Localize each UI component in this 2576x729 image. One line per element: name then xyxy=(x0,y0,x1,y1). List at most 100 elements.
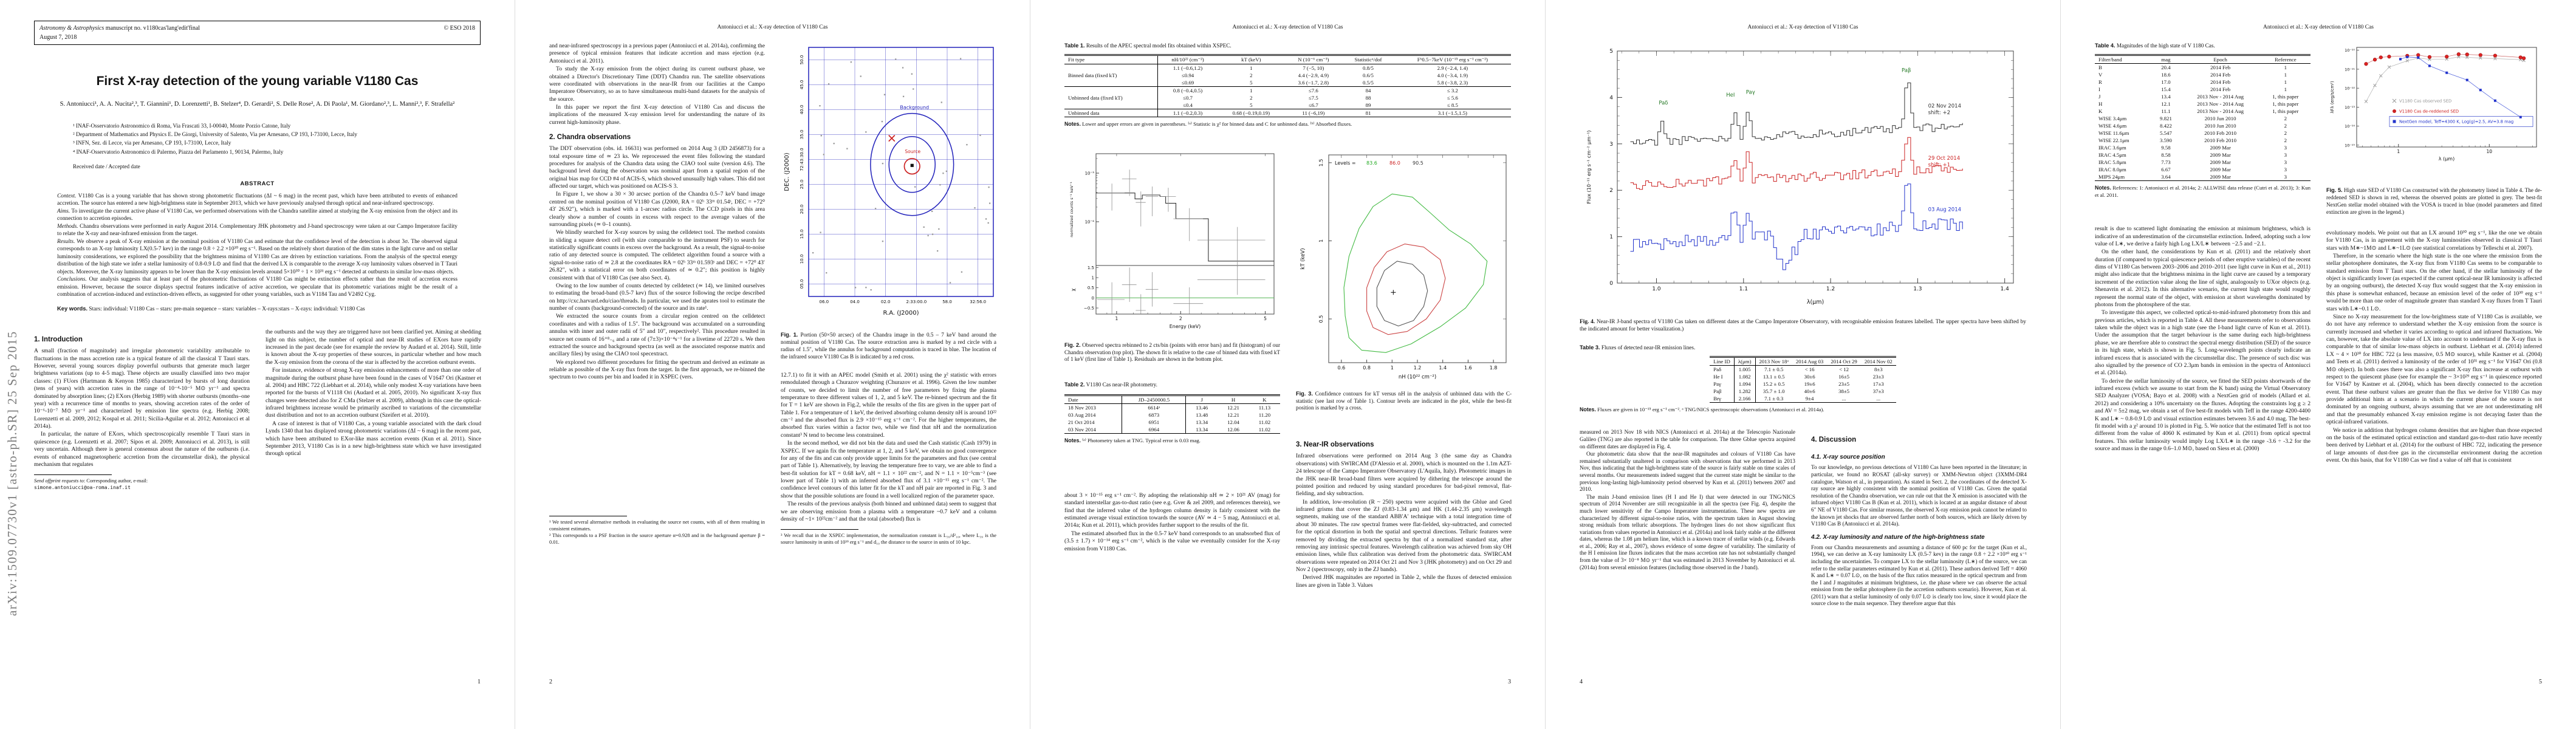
page-number: 5 xyxy=(2539,679,2542,685)
table-header-row: Line ID λ(μm) 2013 Nov 18ᵃ 2014 Aug 03 2… xyxy=(1710,357,1896,366)
affiliation: ³ INFN, Sez. di Lecce, via per Arnesano,… xyxy=(73,140,231,146)
table-row: Unbinned data 1.1 (−0.2,0.3) 0.68 (−0.19,… xyxy=(1064,108,1511,117)
svg-text:λ(μm): λ(μm) xyxy=(1807,299,1824,306)
abstract-paragraph: Results. We observe a peak of X-ray emis… xyxy=(57,238,457,275)
svg-text:90.5: 90.5 xyxy=(1413,160,1423,166)
table-row: B 20.4 2014 Feb 1 xyxy=(2098,64,2287,70)
table-row: Unbinned data (fixed kT) 0.8 (−0.4,0.5) 1… xyxy=(1064,86,1511,109)
svg-text:0: 0 xyxy=(1609,281,1613,287)
table-4-caption: Table 4. Magnitudes of the high state of… xyxy=(2095,43,2215,49)
table-row: MIPS 24μm 3.64 2009 Mar 3 xyxy=(2098,173,2287,180)
page-number: 1 xyxy=(478,679,481,685)
section-4-2-heading: 4.2. X-ray luminosity and nature of the … xyxy=(1811,533,1985,541)
svg-text:0.5: 0.5 xyxy=(1088,286,1094,290)
svg-text:1: 1 xyxy=(1391,365,1394,371)
svg-text:1.4: 1.4 xyxy=(1439,365,1447,371)
paragraph: To derive the stellar luminosity of the … xyxy=(2095,377,2311,453)
paragraph: measured on 2013 Nov 18 with NICS (Anton… xyxy=(1580,429,1795,450)
paragraph: The estimated absorbed flux in the 0.5-7… xyxy=(1064,530,1280,552)
received-accepted: Received date / Accepted date xyxy=(73,163,140,169)
section-3-heading: 3. Near-IR observations xyxy=(1296,441,1374,449)
paragraph: To investigate this aspect, we collected… xyxy=(2095,309,2311,377)
paragraph: evolutionary models. We point out that a… xyxy=(2326,229,2542,252)
page4-left-column: measured on 2013 Nov 18 with NICS (Anton… xyxy=(1580,429,1795,608)
page3-left-column: 10⁻³ 10⁻⁴ 1.5 1 0.5 0 −0.5 1 2 5 Energy (keV) norma… xyxy=(1064,149,1280,590)
svg-text:1.6: 1.6 xyxy=(1464,365,1472,371)
masthead-date: August 7, 2018 xyxy=(39,34,77,41)
footnote-block: Send offprint requests to: Corresponding… xyxy=(34,474,250,491)
svg-text:83.6: 83.6 xyxy=(1366,160,1377,166)
svg-text:72:43:30.0: 72:43:30.0 xyxy=(800,148,804,171)
footnote-3: ³ We recall that in the XSPEC implementa… xyxy=(781,533,996,546)
table-3: Line ID λ(μm) 2013 Nov 18ᵃ 2014 Aug 03 2… xyxy=(1710,355,1896,403)
table-row: Paδ 1.005 7.1 ± 0.5 < 16 < 12 8±3 xyxy=(1713,365,1883,373)
running-head: Antoniucci et al.: X-ray detection of V1… xyxy=(1747,24,1858,30)
paragraph: On the other hand, the considerations by… xyxy=(2095,248,2311,308)
figure-2-xray-spectrum: 10⁻³ 10⁻⁴ 1.5 1 0.5 0 −0.5 1 2 5 Energy (keV) norma… xyxy=(1069,153,1275,329)
svg-text:1: 1 xyxy=(1092,275,1094,280)
svg-text:kT (keV): kT (keV) xyxy=(1300,248,1306,269)
svg-text:40.0: 40.0 xyxy=(800,105,804,115)
figure-1-chandra-skymap: 06.0 04.0 02.0 2:33:00.0 58.0 32:56.0 50.0 45.0… xyxy=(784,47,994,317)
paragraph: The results of the previous analysis (bo… xyxy=(781,501,996,522)
keywords: Key words. Stars: individual: V1180 Cas … xyxy=(57,304,365,312)
table-row: IRAC 5.8μm 7.73 2009 Mar 3 xyxy=(2098,159,2287,165)
paragraph: the outbursts and the way they are trigg… xyxy=(265,329,481,366)
table-row: WISE 3.4μm 9.821 2010 Jun 2010 2 xyxy=(2098,115,2287,122)
svg-text:03 Aug 2014: 03 Aug 2014 xyxy=(1928,207,1961,213)
svg-text:5: 5 xyxy=(1264,316,1267,321)
paragraph: Since no X-ray measurement for the low-b… xyxy=(2326,313,2542,426)
svg-text:32:56.0: 32:56.0 xyxy=(970,299,986,304)
table-row: 03 Aug 2014 6873 13.48 12.21 11.20 xyxy=(1068,411,1271,419)
paragraph: Our photometric data show that the near-… xyxy=(1580,451,1795,493)
abstract-paragraph: Conclusions. Our analysis suggests that … xyxy=(57,276,457,298)
paragraph: To study the X-ray emission from the obj… xyxy=(549,66,765,103)
figure-3-confidence-contours: 0.6 0.8 1 1.2 1.4 1.6 1.8 0.5 1 1.5 Levels = 83.6 86… xyxy=(1300,154,1507,380)
figure-2-caption: Fig. 2. Observed spectra rebinned to 2 c… xyxy=(1064,341,1281,363)
svg-text:06.0: 06.0 xyxy=(820,299,829,304)
figure-5-sed: 10⁻¹⁰ 10⁻¹¹ 10⁻¹² 10⁻¹³ 10⁻¹⁴ 10⁻¹⁵ 1 10 V1180 C… xyxy=(2330,47,2537,162)
table-row: K 11.1 2013 Nov - 2014 Aug 1, this paper xyxy=(2098,108,2299,114)
running-head: Antoniucci et al.: X-ray detection of V1… xyxy=(717,24,828,30)
svg-text:λFλ (erg/s/cm²): λFλ (erg/s/cm²) xyxy=(2330,81,2335,114)
footnote-rule xyxy=(34,474,112,476)
svg-text:3: 3 xyxy=(1609,142,1613,148)
footnote-2: ² This corresponds to a PSF fraction in … xyxy=(549,533,765,546)
svg-text:0: 0 xyxy=(1092,295,1094,300)
page-2: Antoniucci et al.: X-ray detection of V1… xyxy=(515,0,1030,729)
svg-text:1: 1 xyxy=(1609,234,1613,241)
svg-text:50.0: 50.0 xyxy=(800,55,804,65)
svg-text:Paβ: Paβ xyxy=(1902,67,1911,74)
svg-text:1.3: 1.3 xyxy=(1913,286,1922,292)
masthead: Astronomy & Astrophysics manuscript no. … xyxy=(34,21,481,45)
figure-1-caption: Fig. 1. Portion (50×50 arcsec) of the Ch… xyxy=(781,332,997,360)
figure-4-caption: Fig. 4. Near-IR J-band spectra of V1180 … xyxy=(1580,319,2026,333)
paragraph: about 3 × 10⁻¹⁵ erg s⁻¹ cm⁻². By adoptin… xyxy=(1064,491,1280,529)
masthead-left: Astronomy & Astrophysics manuscript no. … xyxy=(39,24,200,42)
footnote-1: ¹ We tested several alternative methods … xyxy=(549,519,765,532)
paragraph: To our knowledge, no previous detections… xyxy=(1811,464,2027,527)
section-4-heading: 4. Discussion xyxy=(1811,436,1857,444)
table-row: IRAC 3.6μm 9.58 2009 Mar 3 xyxy=(2098,144,2287,151)
svg-text:10⁻¹²: 10⁻¹² xyxy=(2345,86,2355,91)
svg-text:0.6: 0.6 xyxy=(1337,365,1345,371)
abstract-heading: ABSTRACT xyxy=(240,180,275,187)
svg-text:05.0: 05.0 xyxy=(800,279,804,289)
table-row: ≤0.4 5 ≤6.7 89 ≤ 8.5 xyxy=(1064,101,1511,109)
table-row: Brγ 2.166 7.1 ± 0.3 9±4...... xyxy=(1713,394,1881,403)
svg-text:Paδ: Paδ xyxy=(1659,100,1668,106)
svg-text:1.4: 1.4 xyxy=(2001,286,2010,292)
running-head: Antoniucci et al.: X-ray detection of V1… xyxy=(2263,24,2374,30)
page-number: 2 xyxy=(549,679,552,685)
svg-text:10⁻⁴: 10⁻⁴ xyxy=(1085,219,1095,224)
paper-title: First X-ray detection of the young varia… xyxy=(96,74,419,88)
svg-text:10⁻³: 10⁻³ xyxy=(1085,171,1095,176)
svg-text:R.A. (J2000): R.A. (J2000) xyxy=(883,310,919,317)
table-row: Paβ 1.282 35.7 ± 1.0 40±6 38±5 37±3 xyxy=(1713,387,1884,395)
page4-right-column: 4. Discussion 4.1. X-ray source position… xyxy=(1811,429,2027,608)
footnote-block: ¹ We tested several alternative methods … xyxy=(549,516,765,546)
page2-left-column: and near-infrared spectroscopy in a prev… xyxy=(549,43,765,546)
footnote-block: ³ We recall that in the XSPEC implementa… xyxy=(781,529,996,546)
svg-text:λ (μm): λ (μm) xyxy=(2439,156,2454,162)
